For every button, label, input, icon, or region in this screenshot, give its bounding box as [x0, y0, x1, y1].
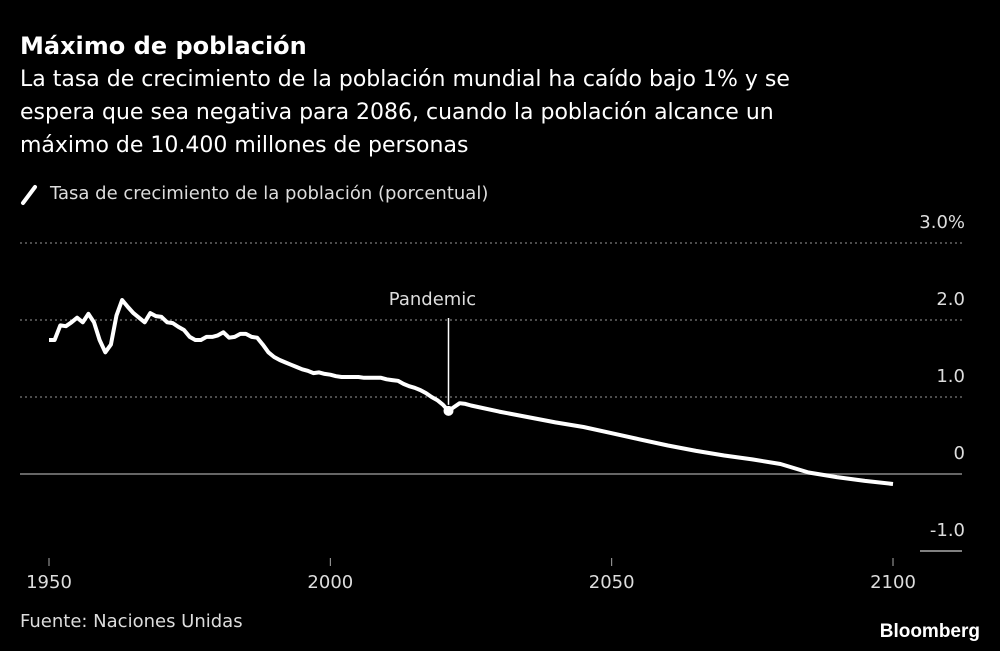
x-tick-label: 2000: [307, 572, 353, 593]
x-tick-label: 1950: [26, 572, 72, 593]
annotation-label: Pandemic: [389, 289, 476, 310]
y-tick-label: 2.0: [936, 289, 965, 310]
y-tick-label: 3.0%: [919, 212, 965, 233]
source: Fuente: Naciones Unidas: [20, 611, 243, 632]
subtitle: espera que sea negativa para 2086, cuand…: [20, 100, 774, 125]
annotation-dot: [443, 405, 454, 416]
y-tick-label: -1.0: [930, 520, 965, 541]
y-tick-label: 0: [954, 443, 965, 464]
legend-label: Tasa de crecimiento de la población (por…: [49, 183, 488, 204]
x-tick-label: 2100: [870, 572, 916, 593]
legend-swatch: [21, 185, 37, 205]
subtitle: La tasa de crecimiento de la población m…: [20, 67, 790, 92]
y-tick-label: 1.0: [936, 366, 965, 387]
brand: Bloomberg: [880, 621, 980, 642]
subtitle: máximo de 10.400 millones de personas: [20, 133, 468, 158]
chart-title: Máximo de población: [20, 32, 307, 60]
data-line: [49, 298, 894, 486]
x-tick-label: 2050: [589, 572, 635, 593]
